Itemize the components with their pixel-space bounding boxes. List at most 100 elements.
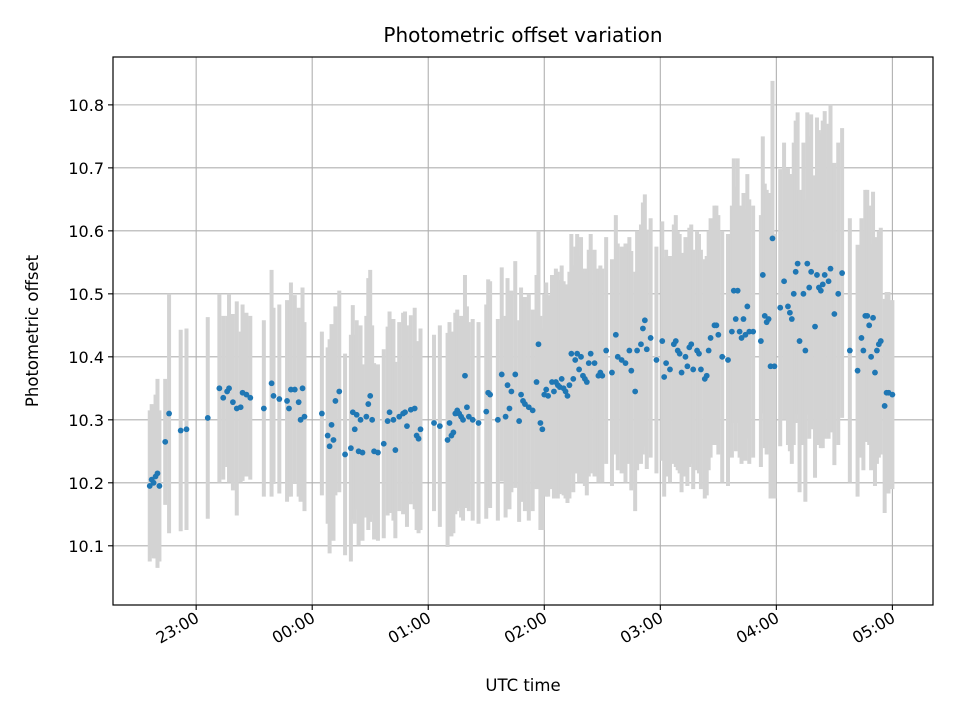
data-point (725, 357, 731, 363)
data-point (564, 392, 571, 399)
data-point (291, 386, 298, 393)
y-tick-label: 10.6 (68, 222, 104, 241)
data-point (728, 328, 735, 335)
data-point (864, 312, 871, 319)
data-point (868, 353, 875, 360)
y-tick-label: 10.7 (68, 159, 104, 178)
data-point (504, 382, 511, 389)
data-point (537, 420, 544, 426)
data-point (522, 401, 528, 407)
data-point (220, 394, 227, 401)
data-point (450, 429, 457, 436)
data-point (154, 470, 161, 477)
data-point (286, 405, 292, 412)
data-point (483, 408, 490, 415)
data-point (672, 338, 679, 344)
data-point (759, 272, 766, 278)
data-point (270, 392, 277, 399)
data-point (761, 312, 768, 319)
data-point (551, 388, 557, 395)
data-point (166, 410, 172, 417)
data-point (781, 278, 787, 285)
data-point (794, 260, 801, 267)
data-point (877, 338, 884, 344)
data-point (411, 405, 418, 412)
data-point (204, 415, 211, 421)
data-point (431, 420, 437, 426)
data-point (667, 366, 673, 373)
data-point (566, 382, 573, 389)
plot-frame (112, 56, 934, 606)
data-point (363, 413, 370, 420)
data-point (786, 309, 793, 316)
data-point (827, 265, 834, 272)
data-point (558, 375, 565, 382)
data-point (812, 323, 818, 330)
data-point (757, 338, 764, 344)
data-point (744, 303, 751, 310)
y-tick-label: 10.2 (68, 474, 104, 493)
data-point (632, 388, 639, 395)
data-point (638, 341, 644, 348)
data-point (525, 404, 532, 411)
data-point (806, 284, 813, 291)
data-point (661, 374, 668, 380)
data-point (796, 338, 803, 344)
y-tick-label: 10.1 (68, 537, 104, 556)
data-point (295, 399, 302, 406)
data-point (792, 268, 799, 275)
data-point (707, 335, 714, 341)
data-point (326, 443, 333, 450)
y-tick-label: 10.8 (68, 96, 104, 115)
data-point (705, 347, 712, 354)
data-point (506, 405, 513, 412)
data-point (375, 449, 381, 456)
data-point (835, 290, 842, 297)
data-point (719, 353, 726, 360)
data-point (881, 403, 888, 409)
data-point (574, 350, 581, 357)
data-point (583, 379, 590, 385)
data-point (177, 427, 184, 434)
data-point (299, 385, 306, 392)
y-axis-ticks: 10.1 10.2 10.3 10.4 10.5 10.6 10.7 10.8 (68, 96, 113, 556)
data-point (444, 437, 451, 443)
data-point (359, 449, 366, 456)
data-point (367, 392, 374, 399)
data-point (386, 409, 393, 416)
data-point (529, 407, 536, 414)
data-point (462, 372, 468, 379)
data-point (578, 353, 584, 360)
data-point (508, 388, 515, 395)
data-point (336, 388, 343, 395)
data-point (814, 272, 820, 278)
data-point (543, 386, 550, 393)
data-point (353, 411, 360, 418)
data-point (696, 350, 702, 357)
data-point (351, 426, 358, 433)
data-points (146, 235, 896, 489)
data-point (641, 317, 648, 324)
data-point (384, 418, 391, 424)
data-point (216, 385, 223, 392)
data-point (703, 372, 710, 379)
data-point (533, 379, 540, 385)
data-point (740, 316, 747, 322)
data-point (396, 413, 403, 420)
data-point (634, 347, 641, 354)
data-point (162, 438, 169, 445)
data-point (821, 272, 828, 278)
data-point (436, 423, 443, 430)
data-point (678, 369, 685, 376)
data-point (618, 357, 625, 363)
data-point (858, 335, 865, 341)
data-point (788, 316, 795, 322)
data-point (230, 399, 236, 406)
data-point (535, 341, 542, 348)
data-point (643, 346, 650, 353)
data-point (769, 235, 776, 242)
data-point (150, 479, 157, 486)
data-point (404, 423, 410, 430)
data-point (268, 380, 275, 387)
data-point (614, 353, 621, 360)
